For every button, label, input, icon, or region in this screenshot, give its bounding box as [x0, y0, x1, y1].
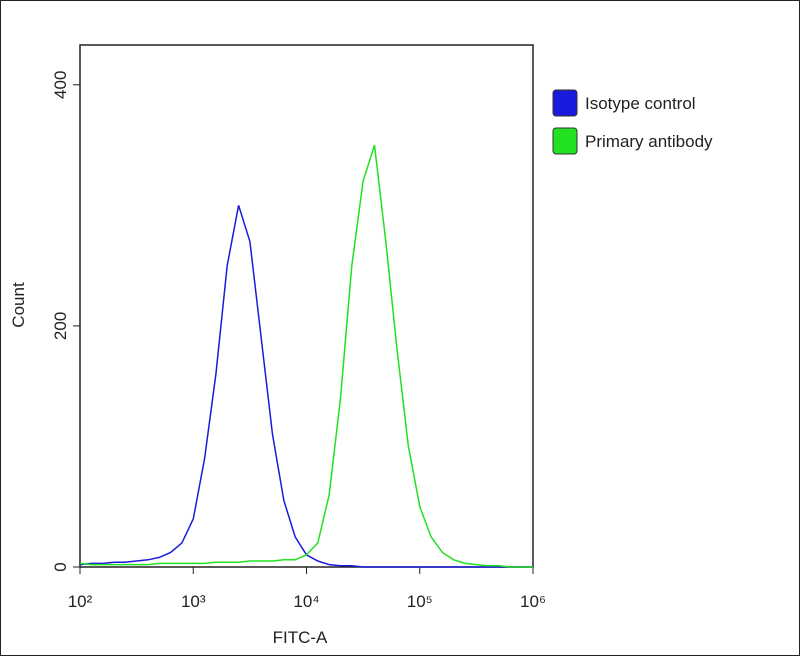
x-tick-label: 10⁴: [293, 592, 319, 611]
x-tick-label: 10⁶: [520, 592, 546, 611]
y-axis-label: Count: [9, 282, 28, 328]
y-tick-label: 400: [51, 71, 70, 99]
y-tick-label: 0: [51, 562, 70, 571]
legend-label: Primary antibody: [585, 132, 713, 151]
series-line: [79, 144, 533, 568]
x-tick-label: 10³: [181, 592, 206, 611]
legend-label: Isotype control: [585, 94, 696, 113]
x-tick-label: 10⁵: [407, 592, 433, 611]
x-tick-label: 10²: [68, 592, 93, 611]
y-tick-label: 200: [51, 312, 70, 340]
legend-swatch: [552, 89, 578, 117]
legend-swatch: [552, 127, 578, 155]
x-axis-label: FITC-A: [273, 628, 328, 647]
